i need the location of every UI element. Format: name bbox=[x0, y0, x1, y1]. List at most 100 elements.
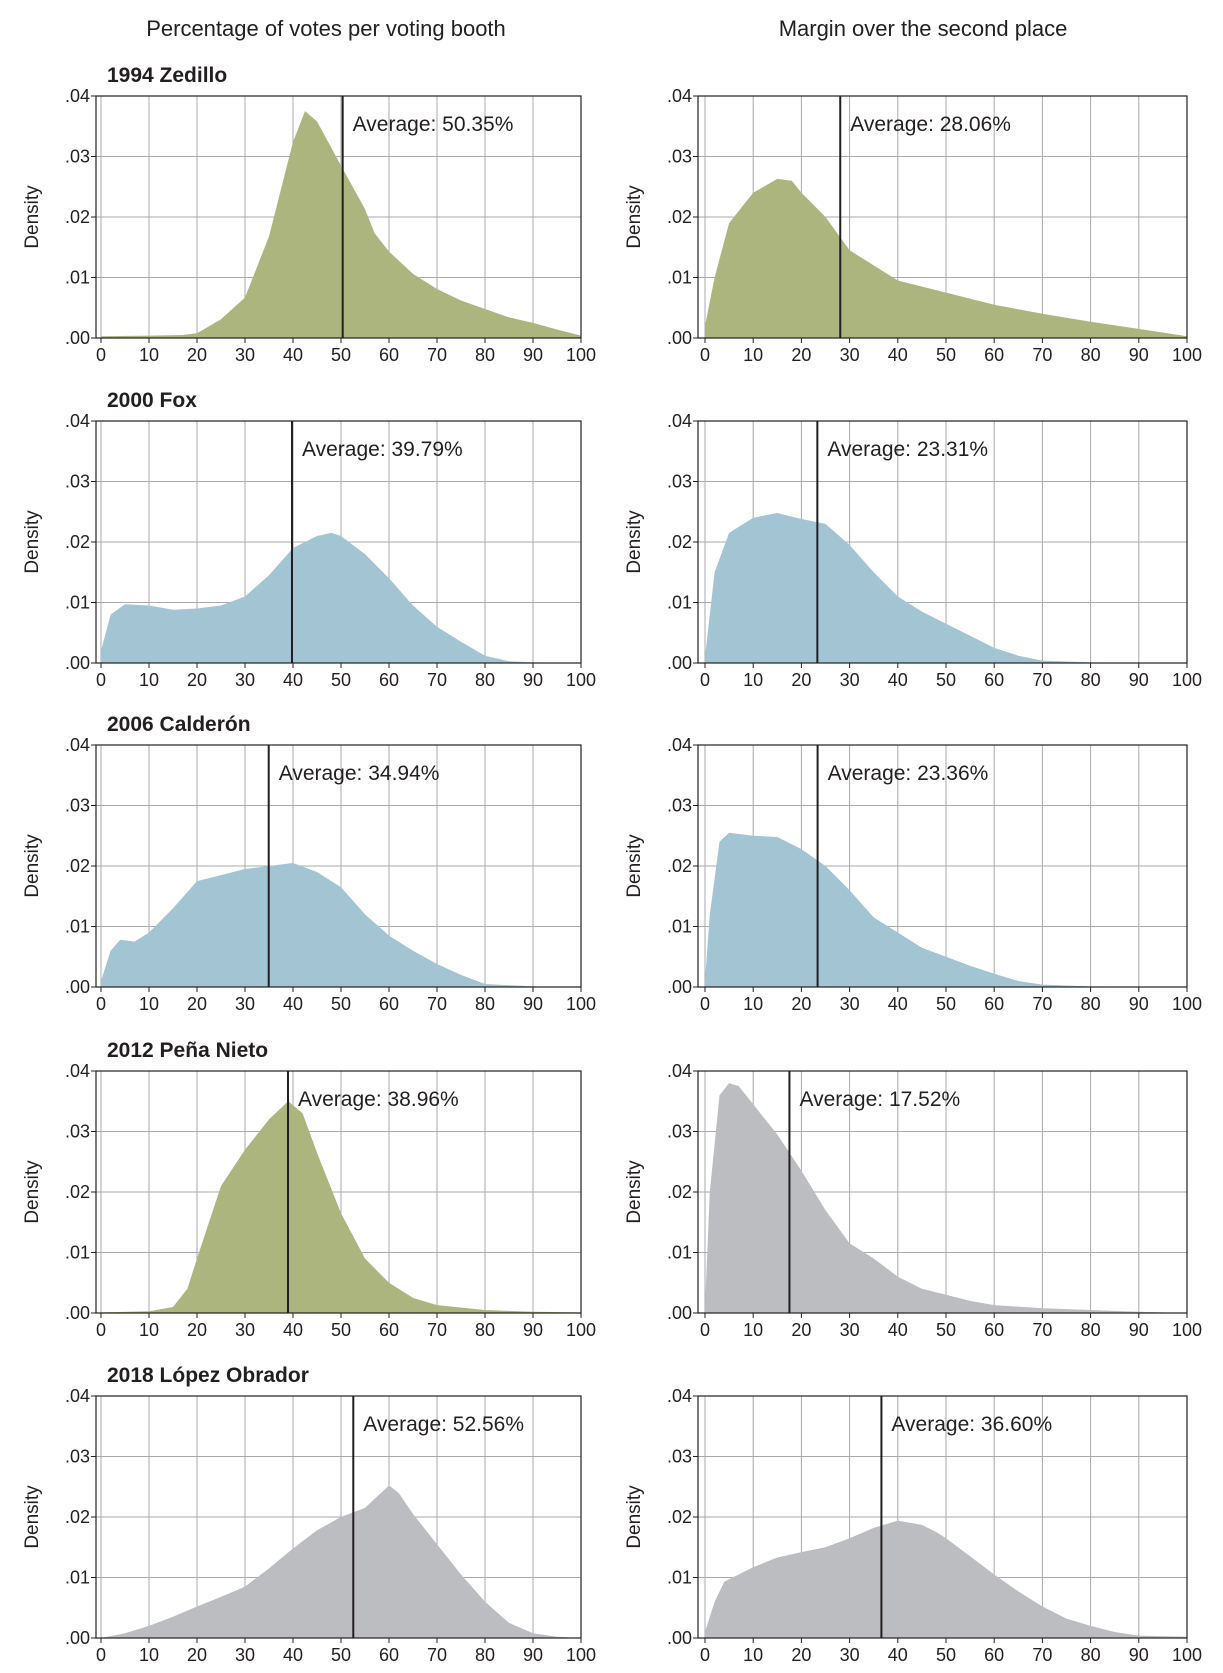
x-tick-label: 10 bbox=[743, 1320, 763, 1340]
y-tick-label: .01 bbox=[667, 917, 692, 937]
left-column-header: Percentage of votes per voting booth bbox=[146, 16, 506, 41]
x-tick-label: 100 bbox=[566, 345, 596, 365]
density-area bbox=[101, 1485, 581, 1638]
x-tick-label: 0 bbox=[96, 1320, 106, 1340]
x-tick-label: 80 bbox=[475, 345, 495, 365]
y-tick-label: .01 bbox=[65, 593, 90, 613]
x-tick-label: 60 bbox=[984, 1645, 1004, 1665]
y-tick-label: .03 bbox=[667, 1122, 692, 1142]
y-tick-label: .00 bbox=[65, 977, 90, 997]
y-tick-label: .04 bbox=[667, 735, 692, 755]
x-tick-label: 30 bbox=[235, 345, 255, 365]
average-annotation: Average: 23.36% bbox=[828, 762, 989, 785]
y-tick-label: .03 bbox=[65, 1122, 90, 1142]
x-tick-label: 20 bbox=[187, 1645, 207, 1665]
density-panel: 0 10 20 30 40 50 60 70 80 90 100 .00 .01 .02 .03 .04 Den… bbox=[22, 64, 596, 365]
y-tick-label: .02 bbox=[667, 207, 692, 227]
y-tick-label: .01 bbox=[667, 1568, 692, 1588]
x-tick-label: 80 bbox=[1081, 345, 1101, 365]
x-tick-label: 20 bbox=[187, 994, 207, 1014]
y-tick-label: .02 bbox=[65, 1507, 90, 1527]
x-tick-label: 100 bbox=[566, 1320, 596, 1340]
average-annotation: Average: 50.35% bbox=[353, 113, 514, 136]
y-axis-label: Density bbox=[22, 834, 43, 898]
y-tick-label: .00 bbox=[667, 977, 692, 997]
density-panel: 0 10 20 30 40 50 60 70 80 90 100 .00 .01 .02 .03 .04 Den… bbox=[624, 86, 1202, 365]
x-tick-label: 70 bbox=[427, 670, 447, 690]
x-tick-label: 40 bbox=[283, 345, 303, 365]
x-tick-label: 40 bbox=[888, 345, 908, 365]
y-tick-label: .02 bbox=[65, 856, 90, 876]
x-tick-label: 60 bbox=[379, 994, 399, 1014]
x-tick-label: 60 bbox=[379, 345, 399, 365]
x-tick-label: 90 bbox=[1129, 994, 1149, 1014]
density-area bbox=[705, 178, 1187, 338]
x-tick-label: 100 bbox=[566, 994, 596, 1014]
x-tick-label: 40 bbox=[888, 994, 908, 1014]
y-tick-label: .04 bbox=[667, 1386, 692, 1406]
density-area bbox=[101, 863, 581, 987]
y-tick-label: .00 bbox=[65, 1628, 90, 1648]
x-tick-label: 40 bbox=[283, 1645, 303, 1665]
x-tick-label: 80 bbox=[1081, 670, 1101, 690]
y-axis-label: Density bbox=[624, 1160, 645, 1224]
x-tick-label: 20 bbox=[791, 345, 811, 365]
x-tick-label: 80 bbox=[475, 994, 495, 1014]
average-annotation: Average: 52.56% bbox=[363, 1413, 524, 1436]
density-panel: 0 10 20 30 40 50 60 70 80 90 100 .00 .01 .02 .03 .04 Den… bbox=[624, 735, 1202, 1014]
x-tick-label: 30 bbox=[235, 1320, 255, 1340]
panel-title: 2006 Calderón bbox=[107, 713, 251, 736]
x-tick-label: 0 bbox=[96, 994, 106, 1014]
x-tick-label: 90 bbox=[1129, 670, 1149, 690]
x-tick-label: 40 bbox=[283, 1320, 303, 1340]
y-tick-label: .04 bbox=[65, 735, 90, 755]
x-tick-label: 20 bbox=[187, 670, 207, 690]
density-panel: 0 10 20 30 40 50 60 70 80 90 100 .00 .01 .02 .03 .04 Den… bbox=[22, 1039, 596, 1340]
x-tick-label: 10 bbox=[139, 994, 159, 1014]
x-tick-label: 60 bbox=[984, 670, 1004, 690]
x-tick-label: 30 bbox=[840, 1320, 860, 1340]
x-tick-label: 60 bbox=[379, 1645, 399, 1665]
x-tick-label: 100 bbox=[1172, 994, 1202, 1014]
y-tick-label: .03 bbox=[65, 147, 90, 167]
y-tick-label: .03 bbox=[65, 796, 90, 816]
x-tick-label: 0 bbox=[700, 994, 710, 1014]
y-tick-label: .04 bbox=[667, 1061, 692, 1081]
y-tick-label: .04 bbox=[65, 86, 90, 106]
x-tick-label: 100 bbox=[1172, 1645, 1202, 1665]
density-area bbox=[705, 1083, 1187, 1313]
x-tick-label: 50 bbox=[331, 670, 351, 690]
y-tick-label: .00 bbox=[667, 653, 692, 673]
x-tick-label: 30 bbox=[840, 994, 860, 1014]
x-tick-label: 100 bbox=[1172, 345, 1202, 365]
x-tick-label: 50 bbox=[331, 1645, 351, 1665]
density-area bbox=[101, 532, 581, 663]
x-tick-label: 0 bbox=[96, 1645, 106, 1665]
y-tick-label: .00 bbox=[65, 328, 90, 348]
x-tick-label: 40 bbox=[283, 670, 303, 690]
x-tick-label: 90 bbox=[523, 994, 543, 1014]
density-panel: 0 10 20 30 40 50 60 70 80 90 100 .00 .01 .02 .03 .04 Den… bbox=[624, 1061, 1202, 1340]
y-tick-label: .03 bbox=[65, 1447, 90, 1467]
average-annotation: Average: 39.79% bbox=[302, 438, 463, 461]
y-tick-label: .02 bbox=[667, 1507, 692, 1527]
x-tick-label: 50 bbox=[331, 1320, 351, 1340]
density-area bbox=[101, 111, 581, 338]
x-tick-label: 70 bbox=[427, 1645, 447, 1665]
y-tick-label: .01 bbox=[65, 917, 90, 937]
density-area bbox=[101, 1101, 581, 1313]
density-area bbox=[705, 1520, 1187, 1638]
x-tick-label: 20 bbox=[791, 1645, 811, 1665]
x-tick-label: 60 bbox=[379, 1320, 399, 1340]
x-tick-label: 30 bbox=[840, 670, 860, 690]
average-annotation: Average: 28.06% bbox=[850, 113, 1011, 136]
x-tick-label: 100 bbox=[1172, 670, 1202, 690]
y-tick-label: .03 bbox=[667, 472, 692, 492]
x-tick-label: 40 bbox=[888, 1645, 908, 1665]
x-tick-label: 50 bbox=[331, 345, 351, 365]
x-tick-label: 60 bbox=[984, 345, 1004, 365]
y-axis-label: Density bbox=[22, 1485, 43, 1549]
y-tick-label: .04 bbox=[65, 411, 90, 431]
average-annotation: Average: 17.52% bbox=[799, 1088, 960, 1111]
y-tick-label: .02 bbox=[65, 532, 90, 552]
